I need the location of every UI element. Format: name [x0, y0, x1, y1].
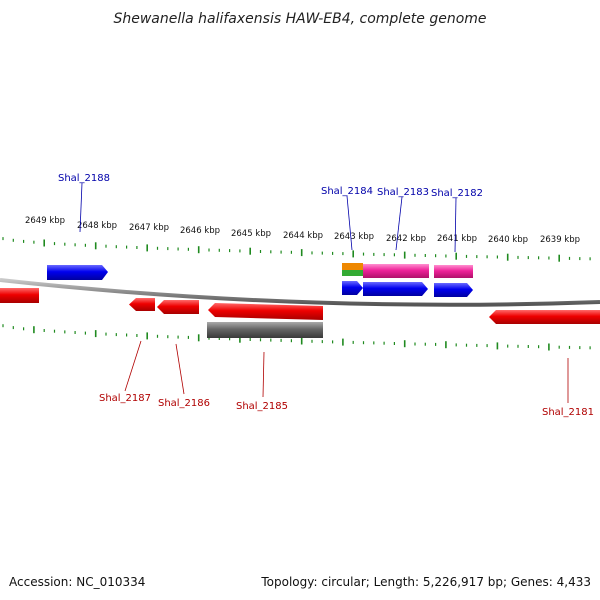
leader-shal-2182: [454, 197, 457, 253]
gene-arrow-shal-2188[interactable]: [47, 265, 108, 280]
gene-arrow-shal-2185[interactable]: [208, 303, 323, 320]
leader-shal-2186: [175, 343, 185, 395]
reverse-strand-genes: [0, 288, 600, 338]
gene-leader-lines: [79, 182, 569, 403]
gene-label-shal-2186[interactable]: Shal_2186: [158, 398, 210, 409]
leader-shal-2184: [346, 195, 353, 251]
genome-title: Shewanella halifaxensis HAW-EB4, complet…: [113, 11, 486, 27]
leader-shal-2187: [124, 340, 142, 392]
kbp-label: 2643 kbp: [334, 232, 374, 242]
gene-bar-orange[interactable]: [342, 263, 363, 270]
gene-bar-pink-large[interactable]: [363, 264, 429, 278]
gene-label-shal-2185[interactable]: Shal_2185: [236, 401, 288, 412]
gene-bar-green[interactable]: [342, 270, 363, 276]
gene-label-shal-2182[interactable]: Shal_2182: [431, 188, 483, 199]
gene-arrow-shal-2184[interactable]: [342, 281, 363, 295]
tick-row-bottom: [2, 324, 591, 351]
gene-label-shal-2184[interactable]: Shal_2184: [321, 186, 373, 197]
kbp-label: 2644 kbp: [283, 231, 323, 241]
kbp-label: 2645 kbp: [231, 229, 271, 239]
leader-shal-2185: [262, 351, 265, 398]
gene-label-shal-2183[interactable]: Shal_2183: [377, 187, 429, 198]
gene-bar-gray[interactable]: [207, 322, 323, 338]
gene-labels: Shal_2188 Shal_2184 Shal_2183 Shal_2182 …: [58, 173, 594, 418]
kbp-label: 2641 kbp: [437, 234, 477, 244]
genome-backbone: [0, 278, 600, 307]
leader-shal-2188: [79, 182, 83, 233]
genome-summary-text: Topology: circular; Length: 5,226,917 bp…: [260, 575, 591, 589]
kbp-label: 2648 kbp: [77, 221, 117, 231]
gene-label-shal-2181[interactable]: Shal_2181: [542, 407, 594, 418]
gene-bar-red-left-edge[interactable]: [0, 288, 39, 303]
gene-label-shal-2188[interactable]: Shal_2188: [58, 173, 110, 184]
gene-arrow-shal-2181[interactable]: [489, 310, 600, 324]
gene-arrow-shal-2183[interactable]: [363, 282, 428, 296]
gene-arrow-shal-2186[interactable]: [157, 300, 199, 314]
kbp-tick-labels: 2649 kbp 2648 kbp 2647 kbp 2646 kbp 2645…: [25, 216, 580, 245]
kbp-label: 2639 kbp: [540, 235, 580, 245]
gene-bar-pink-small[interactable]: [434, 265, 473, 278]
forward-strand-genes: [47, 263, 473, 297]
kbp-label: 2642 kbp: [386, 234, 426, 244]
tick-row-top: [2, 237, 591, 262]
kbp-label: 2646 kbp: [180, 226, 220, 236]
gene-label-shal-2187[interactable]: Shal_2187: [99, 393, 151, 404]
kbp-label: 2649 kbp: [25, 216, 65, 226]
leader-shal-2183: [395, 196, 403, 251]
kbp-label: 2640 kbp: [488, 235, 528, 245]
accession-text: Accession: NC_010334: [9, 575, 145, 589]
gene-arrow-shal-2182[interactable]: [434, 283, 473, 297]
gene-arrow-shal-2187[interactable]: [129, 298, 155, 311]
kbp-label: 2647 kbp: [129, 223, 169, 233]
